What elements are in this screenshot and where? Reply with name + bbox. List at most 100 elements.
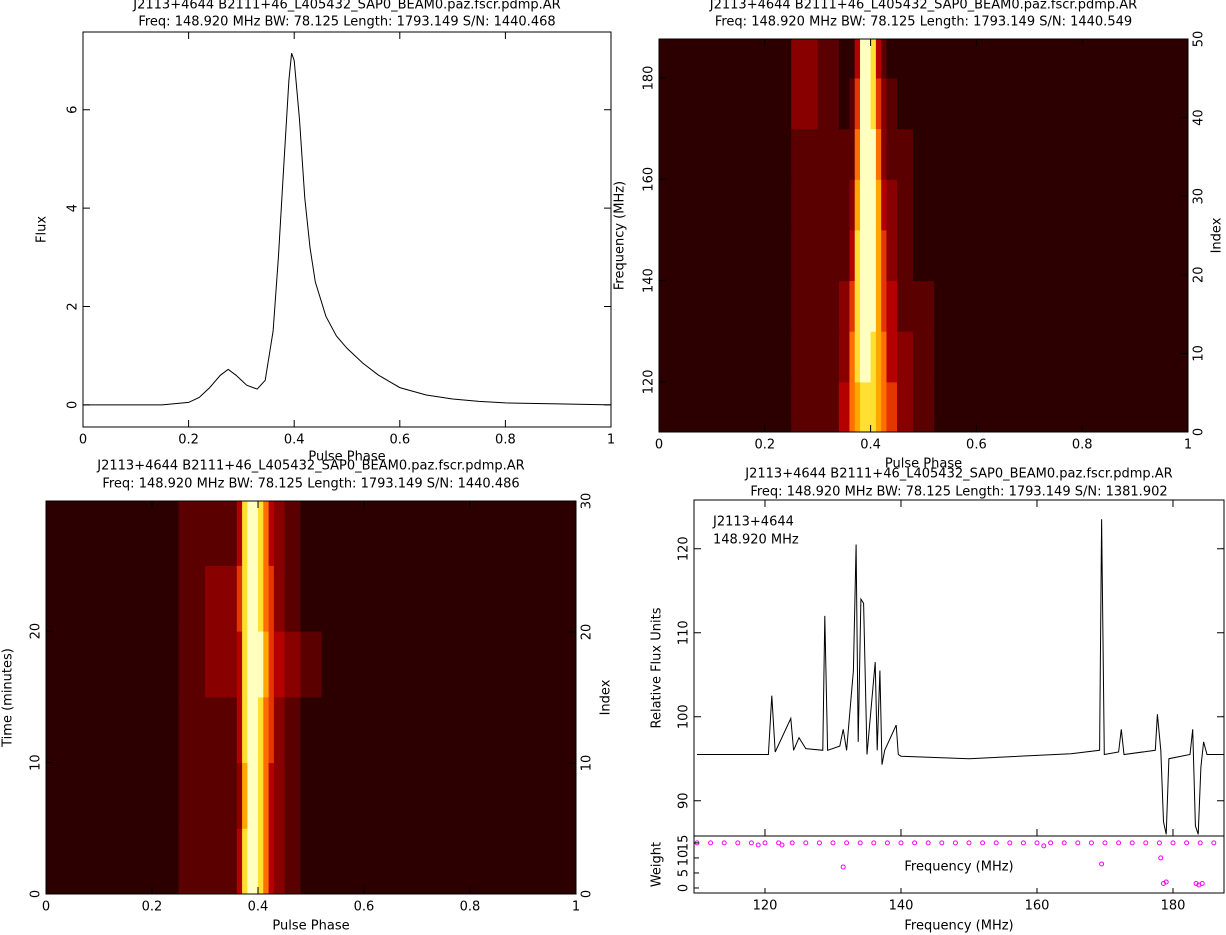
heatmap-cell	[838, 128, 850, 180]
heatmap-cell	[976, 128, 1083, 180]
heatmap-cell	[252, 501, 259, 566]
heatmap-cell	[854, 39, 861, 79]
weight-point	[1088, 840, 1094, 846]
heatmap-cell	[886, 128, 898, 180]
x-tick-label: 0.2	[142, 900, 163, 915]
heatmap-cell	[897, 77, 914, 130]
weight-point	[966, 840, 972, 846]
weight-point	[762, 840, 768, 846]
heatmap-cell	[791, 331, 819, 383]
heatmap-cell	[178, 828, 206, 895]
heatmap-cell	[897, 229, 914, 282]
weight-point	[1199, 880, 1205, 886]
y-tick-label: 100	[677, 704, 692, 729]
heatmap-cell	[99, 565, 153, 632]
heatmap-cell	[205, 696, 227, 764]
heatmap-cell	[934, 128, 977, 180]
x-tick-label: 0	[655, 438, 663, 453]
heatmap-cell	[860, 39, 866, 79]
y2-axis-label: Index	[599, 679, 614, 715]
heatmap-cell	[321, 762, 365, 829]
weight-tick-label: 5	[677, 869, 692, 877]
chart-subtitle: Freq: 148.920 MHz BW: 78.125 Length: 179…	[750, 485, 1167, 500]
heatmap-cell	[1082, 381, 1189, 433]
heatmap-cell	[886, 39, 898, 79]
heatmap-cell	[236, 696, 243, 764]
weight-tick-label: 15	[677, 835, 692, 852]
heatmap-cell	[659, 179, 713, 231]
heatmap-cell	[849, 77, 856, 130]
heatmap-cell	[1082, 77, 1189, 130]
heatmap-cell	[854, 229, 861, 282]
heatmap-cell	[838, 331, 850, 383]
heatmap-cell	[46, 762, 100, 829]
heatmap-cell	[870, 331, 877, 383]
y-tick-label: 20	[29, 623, 44, 640]
weight-tick-label: 0	[677, 884, 692, 892]
heatmap-cell	[273, 762, 285, 829]
heatmap-cell	[865, 77, 872, 130]
heatmap-cell	[886, 381, 898, 433]
heatmap-cell	[470, 631, 577, 698]
weight-point	[857, 840, 863, 846]
x-tick-label: 120	[753, 899, 778, 914]
heatmap-cell	[263, 501, 270, 566]
weight-point	[721, 840, 727, 846]
chart-subtitle: Freq: 148.920 MHz BW: 78.125 Length: 179…	[715, 15, 1132, 30]
weights-frame	[693, 835, 1225, 894]
heatmap-cell	[242, 631, 248, 698]
heatmap-cell	[236, 762, 243, 829]
heatmap-cell	[711, 128, 766, 180]
weight-point	[925, 840, 931, 846]
heatmap-cell	[284, 696, 301, 764]
chart-title: J2113+4644 B2111+46_L405432_SAP0_BEAM0.p…	[96, 459, 524, 474]
chart-title: J2113+4644 B2111+46_L405432_SAP0_BEAM0.p…	[132, 0, 560, 13]
weight-point	[1034, 840, 1040, 846]
heatmap-cell	[870, 280, 877, 332]
heatmap-cell	[252, 828, 259, 895]
heatmap-cell	[912, 280, 935, 332]
heatmap-cell	[711, 39, 766, 79]
heatmap-cell	[247, 696, 254, 764]
heatmap-cell	[659, 39, 713, 79]
heatmap-cell	[838, 39, 850, 79]
y2-tick-label: 40	[1192, 109, 1207, 126]
heatmap-cell	[838, 381, 850, 433]
y-tick-label: 90	[677, 792, 692, 809]
heatmap-cell	[99, 762, 153, 829]
heatmap-cell	[865, 229, 872, 282]
chart-subtitle: Freq: 148.920 MHz BW: 78.125 Length: 179…	[102, 477, 519, 492]
heatmap-cell	[976, 331, 1083, 383]
x-tick-label: 140	[889, 899, 914, 914]
heatmap-cell	[258, 565, 264, 632]
x-tick-label: 180	[1161, 899, 1186, 914]
x-tick-label: 0.8	[460, 900, 481, 915]
heatmap-cell	[470, 565, 577, 632]
y-tick-label: 2	[66, 302, 81, 310]
heatmap-cell	[854, 179, 861, 231]
heatmap-cell	[284, 828, 301, 895]
heatmap-cell	[860, 229, 866, 282]
heatmap-cell	[897, 331, 914, 383]
heatmap-cell	[284, 631, 301, 698]
weight-point	[748, 840, 754, 846]
weight-point	[1020, 840, 1026, 846]
heatmap-cell	[152, 631, 179, 698]
heatmap-cell	[865, 128, 872, 180]
heatmap-cell	[860, 179, 866, 231]
heatmap-cell	[263, 696, 270, 764]
weight-point	[755, 842, 761, 848]
weight-point	[816, 840, 822, 846]
data-line	[83, 53, 612, 406]
weights-y-label: Weight	[650, 842, 665, 887]
weight-point	[939, 840, 945, 846]
heatmap-cell	[46, 565, 100, 632]
weight-point	[884, 840, 890, 846]
x-tick-label: 1	[1184, 438, 1192, 453]
heatmap-cell	[247, 501, 254, 566]
heatmap-cell	[912, 179, 935, 231]
heatmap-cell	[934, 77, 977, 130]
chart-subtitle: Freq: 148.920 MHz BW: 78.125 Length: 179…	[138, 15, 555, 30]
heatmap-cell	[242, 762, 248, 829]
